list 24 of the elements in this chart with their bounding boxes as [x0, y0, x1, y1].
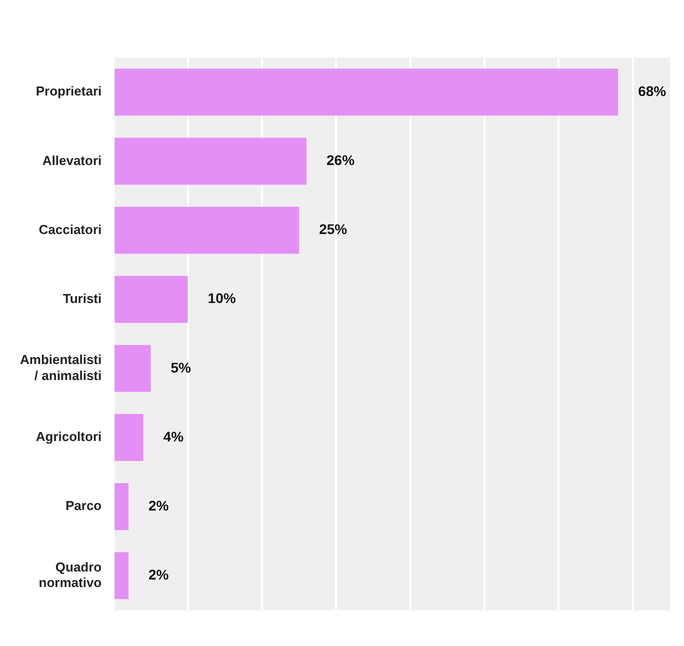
bar — [114, 206, 300, 254]
y-tick-label: Ambientalisti / animalisti — [20, 352, 102, 383]
data-label: 2% — [148, 497, 170, 514]
data-label: 68% — [638, 82, 667, 99]
bar — [114, 414, 144, 461]
bar — [114, 138, 306, 185]
bar — [114, 276, 188, 323]
y-tick-label: Agricoltori — [36, 429, 102, 444]
y-tick-label: Proprietari — [36, 84, 102, 99]
data-label: 26% — [326, 152, 356, 168]
data-label: 5% — [170, 359, 192, 376]
data-label: 2% — [148, 566, 170, 583]
bar — [114, 552, 128, 600]
y-tick-label: Quadro normativo — [38, 559, 102, 590]
y-tick-label: Parco — [65, 498, 102, 514]
bar — [114, 344, 151, 392]
data-label: 10% — [208, 290, 236, 306]
y-tick-label: Allevatori — [42, 152, 102, 168]
bar — [114, 68, 618, 116]
bar — [114, 483, 128, 530]
y-tick-label: Cacciatori — [38, 222, 102, 237]
y-tick-label: Turisti — [62, 290, 102, 306]
data-label: 4% — [163, 428, 184, 444]
data-label: 25% — [319, 221, 348, 238]
